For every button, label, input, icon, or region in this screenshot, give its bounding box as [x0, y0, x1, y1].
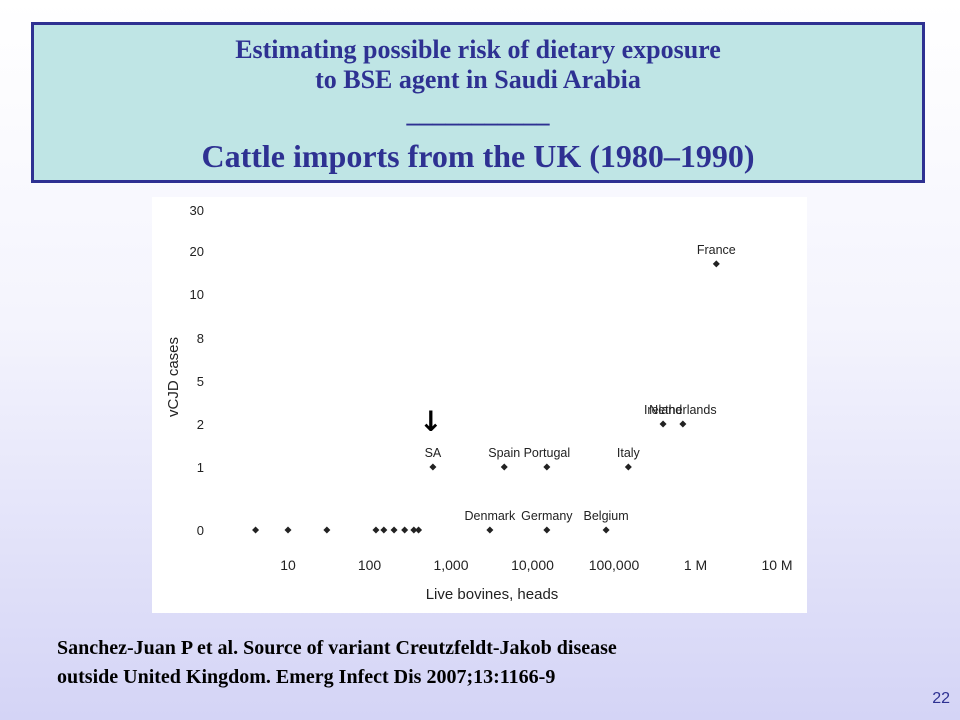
data-point — [380, 526, 388, 534]
data-point-label: Spain — [488, 446, 520, 460]
y-tick-label: 5 — [197, 374, 204, 389]
data-points — [252, 260, 720, 534]
chart-panel: 0 1 2 5 8 10 20 30 10 100 1,000 10,000 100,000 1 M 10… — [152, 197, 807, 613]
data-point — [323, 526, 331, 534]
slide-title-line-2: to BSE agent in Saudi Arabia — [315, 65, 641, 94]
data-point — [624, 463, 632, 471]
data-point-label: SA — [425, 446, 442, 460]
data-point-label: Netherlands — [649, 403, 716, 417]
sa-arrow-annotation: ↓ — [419, 405, 442, 438]
data-point — [543, 463, 551, 471]
data-point — [500, 463, 508, 471]
data-point — [284, 526, 292, 534]
x-axis-label: Live bovines, heads — [426, 586, 559, 603]
slide-number: 22 — [932, 690, 950, 707]
x-tick-label: 1 M — [684, 557, 707, 573]
data-point — [659, 420, 667, 428]
y-tick-label: 20 — [190, 244, 204, 259]
y-tick-label: 10 — [190, 287, 204, 302]
data-point-label: Portugal — [524, 446, 571, 460]
y-tick-label: 8 — [197, 331, 204, 346]
x-tick-label: 10 — [280, 557, 296, 573]
x-tick-label: 100,000 — [589, 557, 640, 573]
title-rule: ___________ — [406, 99, 550, 128]
data-point-label: France — [697, 243, 736, 257]
y-tick-label: 0 — [197, 523, 204, 538]
y-axis-label: vCJD cases — [165, 337, 182, 417]
data-point — [410, 526, 418, 534]
data-point-label: Germany — [521, 509, 573, 523]
point-labels: Denmark Germany Belgium SA Spain Portugal Ital… — [425, 243, 736, 523]
data-point — [679, 420, 687, 428]
x-axis: 10 100 1,000 10,000 100,000 1 M 10 M — [280, 557, 792, 573]
data-point-label: Ireland — [644, 403, 682, 417]
y-tick-label: 1 — [197, 460, 204, 475]
x-tick-label: 10,000 — [511, 557, 554, 573]
data-point — [602, 526, 610, 534]
data-point — [712, 260, 720, 268]
citation-line-2: outside United Kingdom. Emerg Infect Dis… — [57, 666, 556, 688]
data-point-label: Belgium — [584, 509, 629, 523]
y-axis: 0 1 2 5 8 10 20 30 — [190, 203, 204, 538]
citation: Sanchez-Juan P et al. Source of variant … — [57, 634, 857, 692]
data-point — [486, 526, 494, 534]
x-tick-label: 10 M — [761, 557, 792, 573]
x-tick-label: 1,000 — [433, 557, 468, 573]
data-point — [252, 526, 260, 534]
y-tick-label: 30 — [190, 203, 204, 218]
data-point — [543, 526, 551, 534]
data-point-label: Denmark — [465, 509, 516, 523]
data-point — [372, 526, 380, 534]
x-tick-label: 100 — [358, 557, 382, 573]
data-point — [415, 526, 423, 534]
data-point — [401, 526, 409, 534]
title-box: Estimating possible risk of dietary expo… — [31, 22, 925, 183]
citation-line-1: Sanchez-Juan P et al. Source of variant … — [57, 637, 617, 659]
data-point-label: Italy — [617, 446, 641, 460]
data-point — [390, 526, 398, 534]
data-point — [429, 463, 437, 471]
y-tick-label: 2 — [197, 417, 204, 432]
slide-subtitle: Cattle imports from the UK (1980–1990) — [201, 138, 755, 174]
slide-title-line-1: Estimating possible risk of dietary expo… — [235, 35, 721, 64]
